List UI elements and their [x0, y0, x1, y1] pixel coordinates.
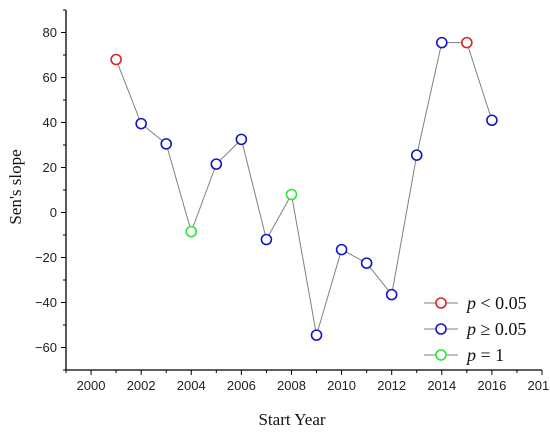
- legend: p < 0.05 p ≥ 0.05 p = 1: [424, 293, 527, 365]
- y-tick-label: 60: [43, 70, 57, 85]
- data-point: [185, 225, 198, 238]
- data-point: [310, 329, 323, 341]
- y-tick-label: 0: [50, 205, 57, 220]
- axes-frame: [65, 10, 542, 371]
- legend-marker: [435, 349, 447, 361]
- y-tick-label: −20: [35, 250, 57, 265]
- data-point: [486, 114, 498, 127]
- y-tick-label: 40: [43, 115, 57, 130]
- x-tick-label: 2006: [227, 378, 256, 393]
- legend-label: p < 0.05: [465, 293, 527, 313]
- legend-marker: [435, 297, 447, 309]
- y-tick-label: −40: [35, 295, 57, 310]
- data-point: [360, 257, 373, 269]
- y-axis-ticks: −60 −40 −20 0 20 40 60 80: [35, 9, 66, 371]
- data-point: [385, 288, 398, 301]
- data-point: [235, 133, 248, 146]
- x-tick-label: 2018: [528, 378, 550, 393]
- data-point: [435, 36, 448, 49]
- x-axis-ticks: 2000 2002 2004 2006 2008 2010 2012 2014 2016 2018: [65, 370, 550, 393]
- x-axis-title: Start Year: [258, 410, 325, 429]
- legend-item: p < 0.05: [424, 293, 527, 313]
- x-tick-label: 2016: [477, 378, 506, 393]
- y-axis-title: Sen's slope: [6, 149, 25, 224]
- x-tick-label: 2008: [277, 378, 306, 393]
- data-points: [110, 36, 498, 341]
- x-tick-label: 2014: [427, 378, 456, 393]
- data-point: [160, 138, 173, 150]
- legend-label: p = 1: [465, 345, 504, 365]
- data-point: [335, 243, 348, 256]
- y-tick-label: 80: [43, 25, 57, 40]
- data-point: [210, 158, 223, 170]
- y-tick-label: −60: [35, 340, 57, 355]
- legend-label: p ≥ 0.05: [465, 319, 526, 339]
- x-tick-label: 2004: [177, 378, 206, 393]
- data-point: [260, 233, 273, 246]
- data-point: [461, 36, 473, 49]
- x-tick-label: 2000: [77, 378, 106, 393]
- series-line: [115, 42, 493, 336]
- legend-item: p = 1: [424, 345, 504, 365]
- x-tick-label: 2002: [127, 378, 156, 393]
- data-point: [135, 117, 147, 130]
- legend-item: p ≥ 0.05: [424, 319, 526, 339]
- x-tick-label: 2012: [377, 378, 406, 393]
- data-point: [285, 188, 298, 201]
- x-tick-label: 2010: [327, 378, 356, 393]
- data-point: [410, 149, 423, 161]
- legend-marker: [435, 323, 447, 335]
- y-tick-label: 20: [43, 160, 57, 175]
- data-point: [110, 53, 122, 66]
